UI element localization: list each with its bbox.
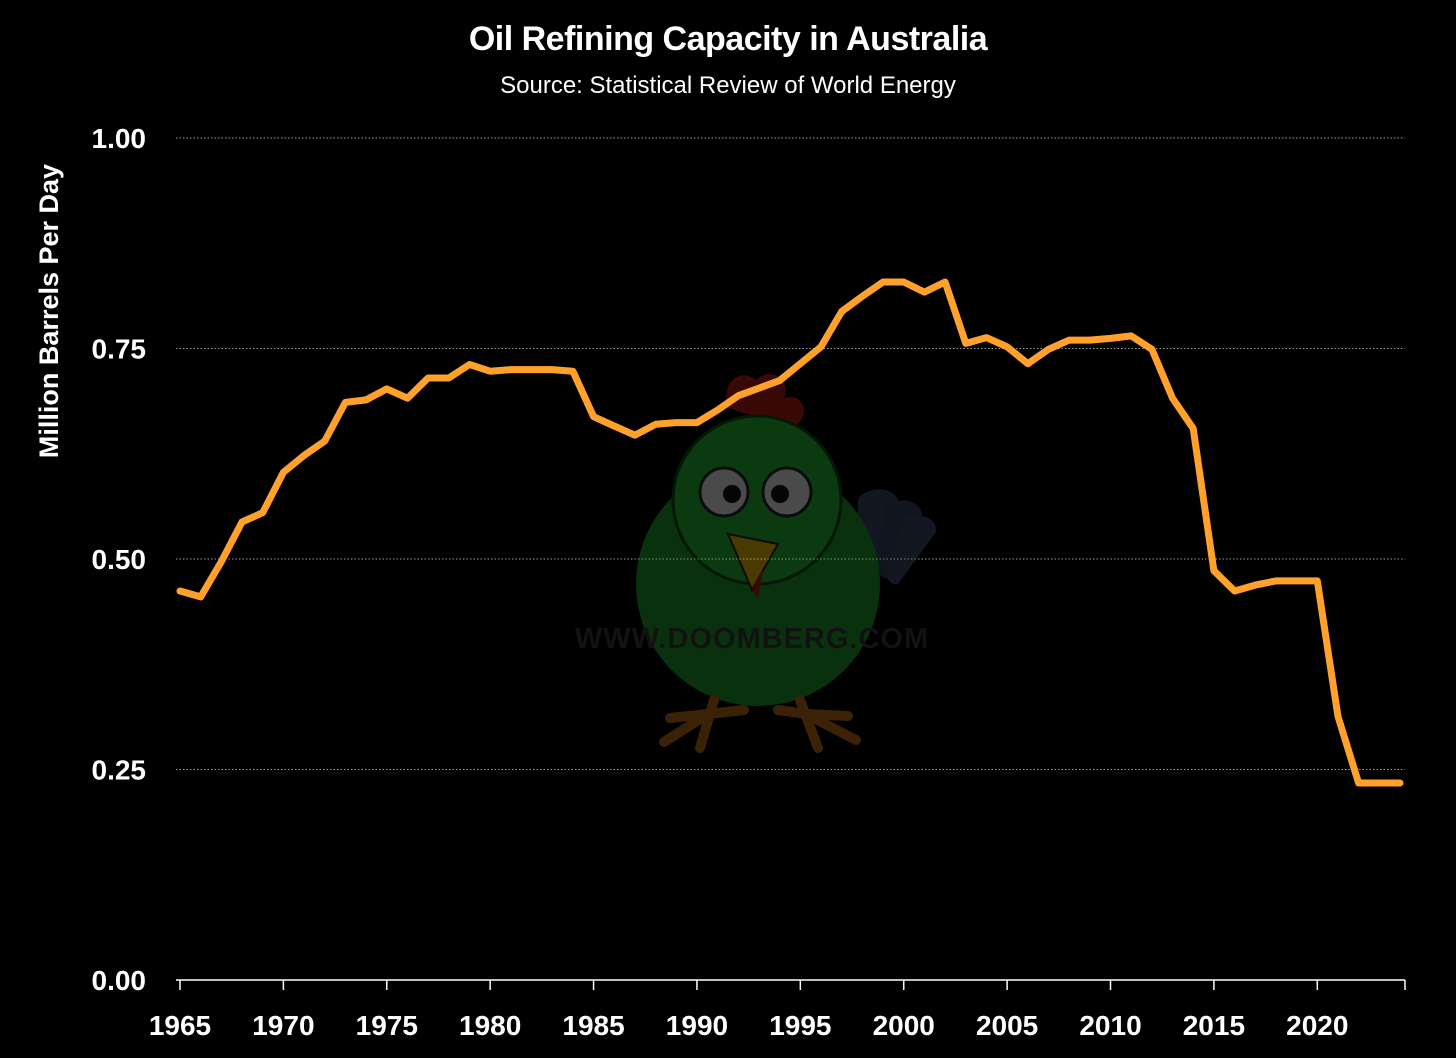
y-tick-label: 0.00 [92,965,147,996]
x-tick-label: 1965 [149,1010,211,1041]
chart-title: Oil Refining Capacity in Australia [468,20,988,58]
x-tick-label: 1995 [769,1010,831,1041]
doomberg-watermark: WWW.DOOMBERG.COM [575,373,937,753]
chart-subtitle: Source: Statistical Review of World Ener… [500,72,956,99]
x-tick-label: 2000 [873,1010,935,1041]
y-axis: 0.00 0.25 0.50 0.75 1.00 [92,123,147,996]
series-line-refining-capacity [176,278,1404,787]
x-tick-label: 1990 [666,1010,728,1041]
x-tick-label: 1970 [252,1010,314,1041]
beak-icon [726,532,780,593]
y-axis-label: Million Barrels Per Day [34,164,64,458]
x-tick-label: 1980 [459,1010,521,1041]
x-tick-label: 2015 [1183,1010,1245,1041]
x-tick-label: 2020 [1286,1010,1348,1041]
comb-icon [726,373,805,428]
wing-icon [858,489,937,585]
x-tick-label: 2010 [1079,1010,1141,1041]
x-tick-label: 2005 [976,1010,1038,1041]
eye-icon [698,466,813,518]
y-tick-label: 0.50 [92,544,147,575]
y-tick-label: 1.00 [92,123,147,154]
feet-icon [659,695,861,753]
x-tick-label: 1985 [562,1010,624,1041]
watermark-text: WWW.DOOMBERG.COM [575,623,929,655]
x-tick-label: 1975 [356,1010,418,1041]
y-tick-label: 0.75 [92,334,147,365]
x-axis: 1965 1970 1975 1980 1985 1990 1995 2000 2005 2010… [149,980,1406,1041]
head-icon [671,414,843,586]
y-tick-label: 0.25 [92,755,147,786]
body-icon [636,462,880,706]
